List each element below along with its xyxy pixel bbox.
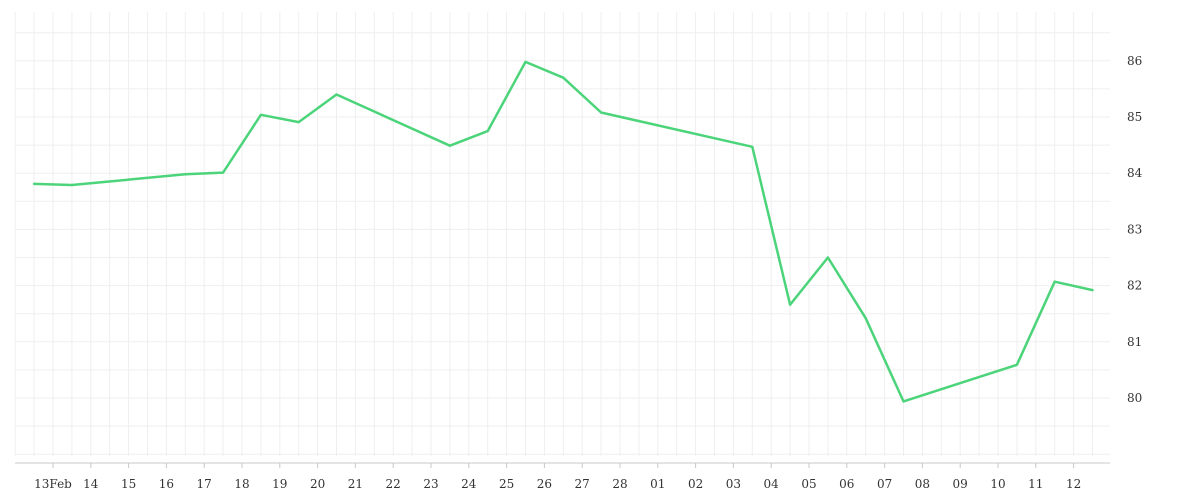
x-tick-label: 05 <box>801 477 816 491</box>
grid <box>14 12 1110 456</box>
series-line <box>32 60 1094 403</box>
x-tick-label: 19 <box>272 477 287 491</box>
x-tick-label: 15 <box>121 477 136 491</box>
x-tick-label: 18 <box>234 477 249 491</box>
axes <box>15 462 1110 468</box>
x-tick-label: 02 <box>688 477 703 491</box>
x-tick-label: 20 <box>310 477 325 491</box>
x-tick-label: 10 <box>990 477 1005 491</box>
x-tick-label: 21 <box>348 477 363 491</box>
y-tick-label: 85 <box>1127 110 1142 124</box>
x-tick-label: 07 <box>877 477 892 491</box>
y-tick-label: 86 <box>1127 54 1142 68</box>
y-tick-label: 84 <box>1127 166 1143 180</box>
y-tick-label: 81 <box>1127 335 1142 349</box>
x-tick-label: 28 <box>612 477 627 491</box>
x-tick-label: 25 <box>499 477 514 491</box>
x-tick-label: 14 <box>83 477 99 491</box>
y-axis-labels: 80 81 82 83 84 85 86 <box>1127 54 1143 405</box>
x-tick-label: 13Feb <box>34 477 72 491</box>
x-tick-label: 12 <box>1066 477 1081 491</box>
x-tick-label: 16 <box>159 477 174 491</box>
y-tick-label: 83 <box>1127 222 1142 236</box>
series-group <box>32 60 1094 403</box>
x-axis-labels: 13Feb 14 15 16 17 18 19 20 21 22 23 24 25 26 27 28 01 02 0… <box>34 477 1081 491</box>
x-tick-label: 24 <box>461 477 477 491</box>
y-tick-label: 80 <box>1127 391 1142 405</box>
y-tick-label: 82 <box>1127 279 1142 293</box>
x-tick-label: 23 <box>423 477 438 491</box>
x-tick-label: 11 <box>1028 477 1043 491</box>
x-tick-label: 01 <box>650 477 665 491</box>
x-tick-label: 06 <box>839 477 854 491</box>
x-tick-label: 27 <box>575 477 590 491</box>
x-tick-label: 08 <box>915 477 930 491</box>
x-tick-label: 04 <box>764 477 780 491</box>
x-tick-label: 22 <box>386 477 401 491</box>
x-tick-label: 09 <box>953 477 968 491</box>
x-tick-label: 17 <box>197 477 212 491</box>
x-tick-label: 26 <box>537 477 552 491</box>
x-tick-label: 03 <box>726 477 741 491</box>
